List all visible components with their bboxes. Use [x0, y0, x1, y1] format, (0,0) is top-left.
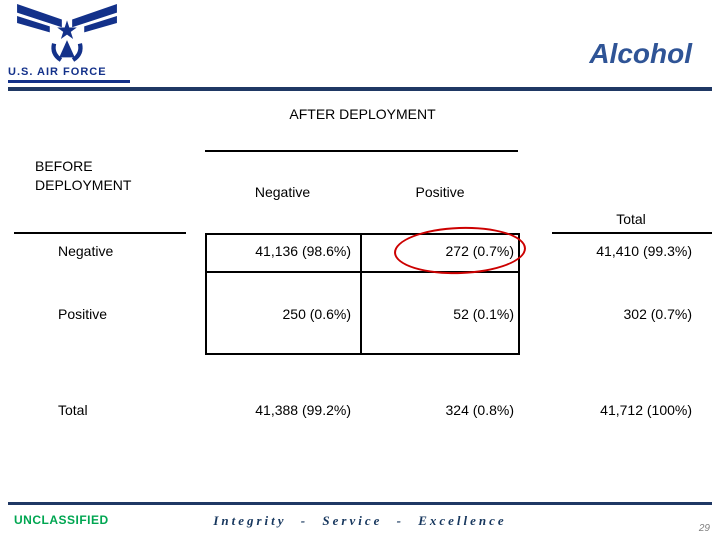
row-header-underline: [14, 232, 186, 234]
after-deployment-label: AFTER DEPLOYMENT: [289, 106, 436, 122]
classification-label: UNCLASSIFIED: [14, 513, 109, 527]
cell-total-negative: 41,388 (99.2%): [255, 402, 351, 418]
branding-underline: [8, 80, 130, 83]
page-number: 29: [698, 523, 710, 534]
cell-total-total: 41,712 (100%): [600, 402, 692, 418]
footer-rule: [8, 502, 712, 505]
branding-label: U.S. AIR FORCE: [8, 66, 107, 78]
matrix-horizontal-divider: [205, 271, 520, 273]
cell-positive-positive: 52 (0.1%): [453, 306, 514, 322]
cell-total-positive: 324 (0.8%): [445, 402, 514, 418]
cell-negative-negative: 41,136 (98.6%): [255, 243, 351, 259]
cell-positive-total: 302 (0.7%): [623, 306, 692, 322]
row-label-positive: Positive: [58, 306, 108, 322]
column-header-total: Total: [616, 211, 646, 227]
slide-title: Alcohol: [589, 38, 692, 69]
header-rule: [8, 87, 712, 91]
column-header-positive: Positive: [415, 184, 465, 200]
usaf-logo-icon: [14, 4, 120, 66]
motto-text: Integrity - Service - Excellence: [213, 513, 507, 528]
cell-positive-negative: 250 (0.6%): [282, 306, 351, 322]
matrix-border: [205, 233, 520, 355]
matrix-vertical-divider: [360, 233, 362, 355]
after-deployment-underline: [205, 150, 518, 152]
before-deployment-label: BEFORE DEPLOYMENT: [35, 158, 132, 193]
cell-negative-positive: 272 (0.7%): [445, 243, 514, 259]
column-header-negative: Negative: [254, 184, 311, 200]
row-label-total: Total: [58, 402, 88, 418]
total-header-underline: [552, 232, 712, 234]
cell-negative-total: 41,410 (99.3%): [596, 243, 692, 259]
row-label-negative: Negative: [58, 243, 114, 259]
